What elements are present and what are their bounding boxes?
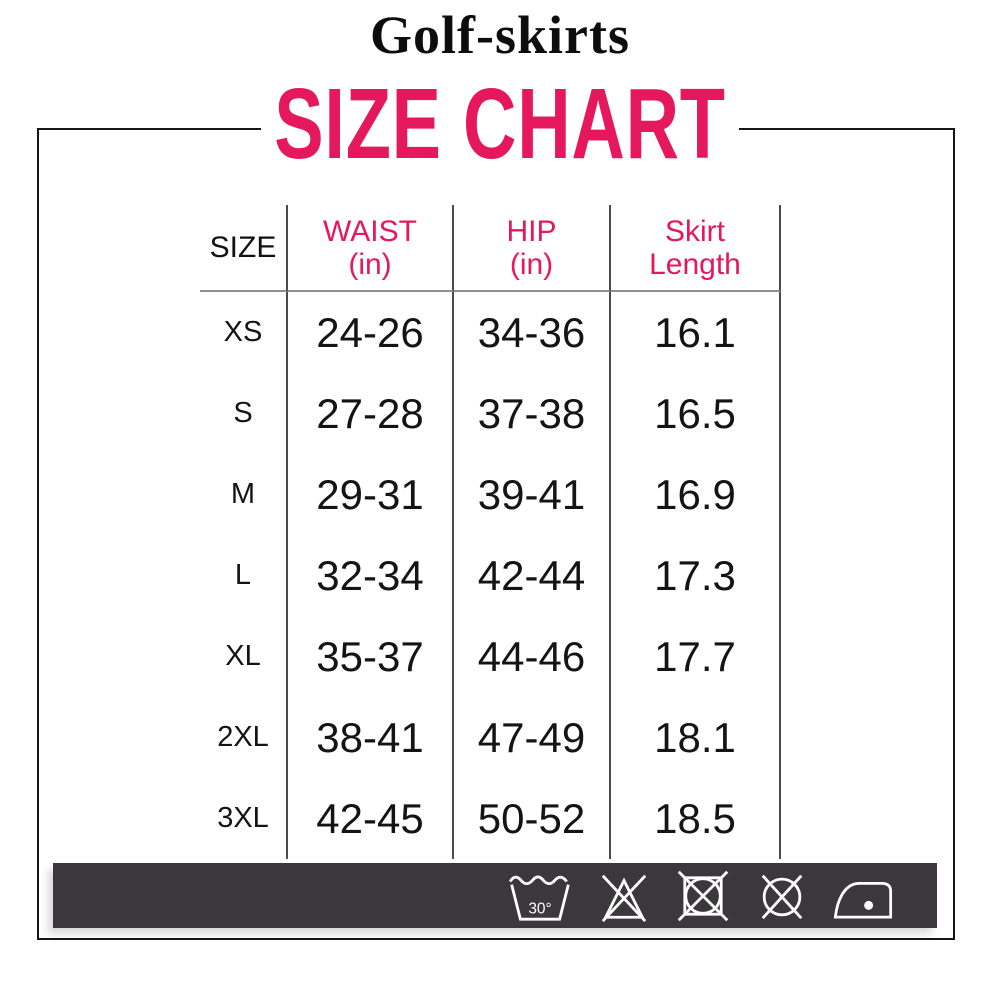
machine-wash-30-icon: 30°: [507, 869, 573, 923]
size-label: 3XL: [200, 778, 288, 859]
skirt-length-value: 18.1: [611, 697, 781, 778]
hip-value: 34-36: [454, 292, 611, 373]
waist-value: 35-37: [288, 616, 454, 697]
hip-value: 39-41: [454, 454, 611, 535]
do-not-dry-clean-icon: [755, 867, 809, 925]
column-header-size: SIZE: [200, 205, 288, 292]
waist-value: 27-28: [288, 373, 454, 454]
hip-value: 44-46: [454, 616, 611, 697]
size-table: SIZE WAIST (in) HIP (in) Skirt Length XS…: [200, 205, 781, 859]
column-header-skirt-length: Skirt Length: [611, 205, 781, 292]
skirt-length-value: 18.5: [611, 778, 781, 859]
skirt-length-value: 16.1: [611, 292, 781, 373]
page-title-wrap: SIZE CHART: [0, 74, 1000, 174]
hip-value: 42-44: [454, 535, 611, 616]
hip-value: 50-52: [454, 778, 611, 859]
do-not-tumble-dry-icon: [675, 868, 731, 924]
size-label: L: [200, 535, 288, 616]
skirt-length-value: 16.5: [611, 373, 781, 454]
waist-value: 29-31: [288, 454, 454, 535]
waist-value: 42-45: [288, 778, 454, 859]
care-instructions-bar: 30°: [53, 863, 937, 928]
column-header-hip: HIP (in): [454, 205, 611, 292]
skirt-length-value: 17.3: [611, 535, 781, 616]
size-label: XL: [200, 616, 288, 697]
brand-title: Golf-skirts: [370, 5, 630, 65]
column-header-waist: WAIST (in): [288, 205, 454, 292]
svg-text:30°: 30°: [528, 900, 551, 917]
size-label: M: [200, 454, 288, 535]
iron-low-heat-icon: [833, 871, 893, 921]
size-label: XS: [200, 292, 288, 373]
waist-value: 32-34: [288, 535, 454, 616]
waist-value: 24-26: [288, 292, 454, 373]
size-label: S: [200, 373, 288, 454]
do-not-bleach-icon: [597, 869, 651, 923]
skirt-length-value: 17.7: [611, 616, 781, 697]
waist-value: 38-41: [288, 697, 454, 778]
hip-value: 47-49: [454, 697, 611, 778]
content-frame: [37, 128, 955, 940]
page-title: SIZE CHART: [260, 74, 740, 174]
size-label: 2XL: [200, 697, 288, 778]
hip-value: 37-38: [454, 373, 611, 454]
skirt-length-value: 16.9: [611, 454, 781, 535]
